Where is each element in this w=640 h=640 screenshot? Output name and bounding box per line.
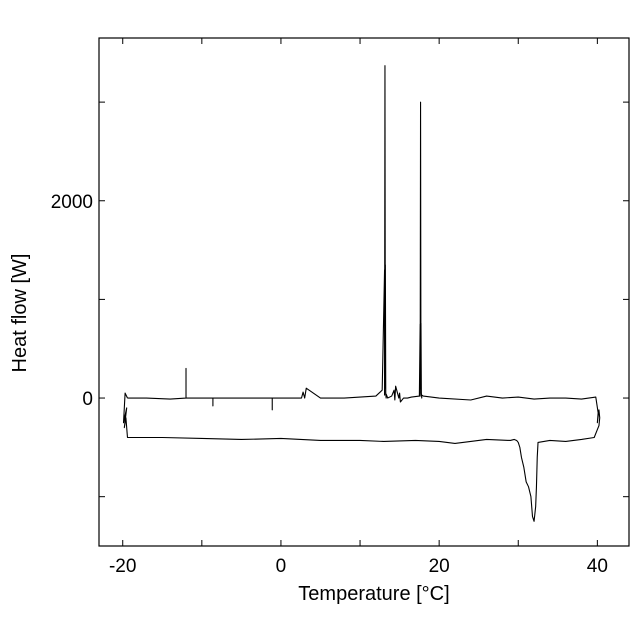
tick-labels: -20 0 20 40 0 2000: [51, 192, 608, 577]
y-axis-label: Heat flow [W]: [9, 254, 31, 373]
x-tick-label: 0: [276, 556, 287, 577]
y-tick-label: 0: [82, 389, 93, 410]
axis-ticks: [99, 38, 629, 546]
plot-area: [99, 38, 629, 546]
x-tick-label: 40: [587, 556, 608, 577]
x-tick-label: -20: [109, 556, 136, 577]
y-tick-label: 2000: [51, 192, 93, 213]
series-line-0: [124, 66, 600, 522]
x-axis-label: Temperature [°C]: [298, 583, 449, 605]
x-tick-label: 20: [429, 556, 450, 577]
plot-frame: [99, 38, 629, 546]
